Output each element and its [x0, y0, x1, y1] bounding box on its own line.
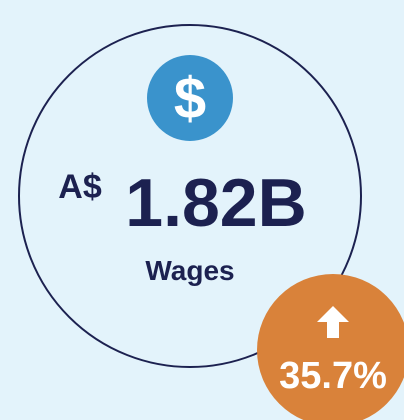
outline-circle: [18, 24, 362, 368]
amount: 1.82B: [125, 165, 306, 241]
change-value: 35.7%: [279, 355, 387, 397]
icon-symbol: $: [174, 66, 206, 131]
change-circle: [257, 274, 404, 420]
currency: A$: [58, 168, 102, 206]
metric-label: Wages: [145, 255, 234, 286]
up-arrow: [317, 306, 349, 338]
icon-circle: [147, 55, 233, 141]
